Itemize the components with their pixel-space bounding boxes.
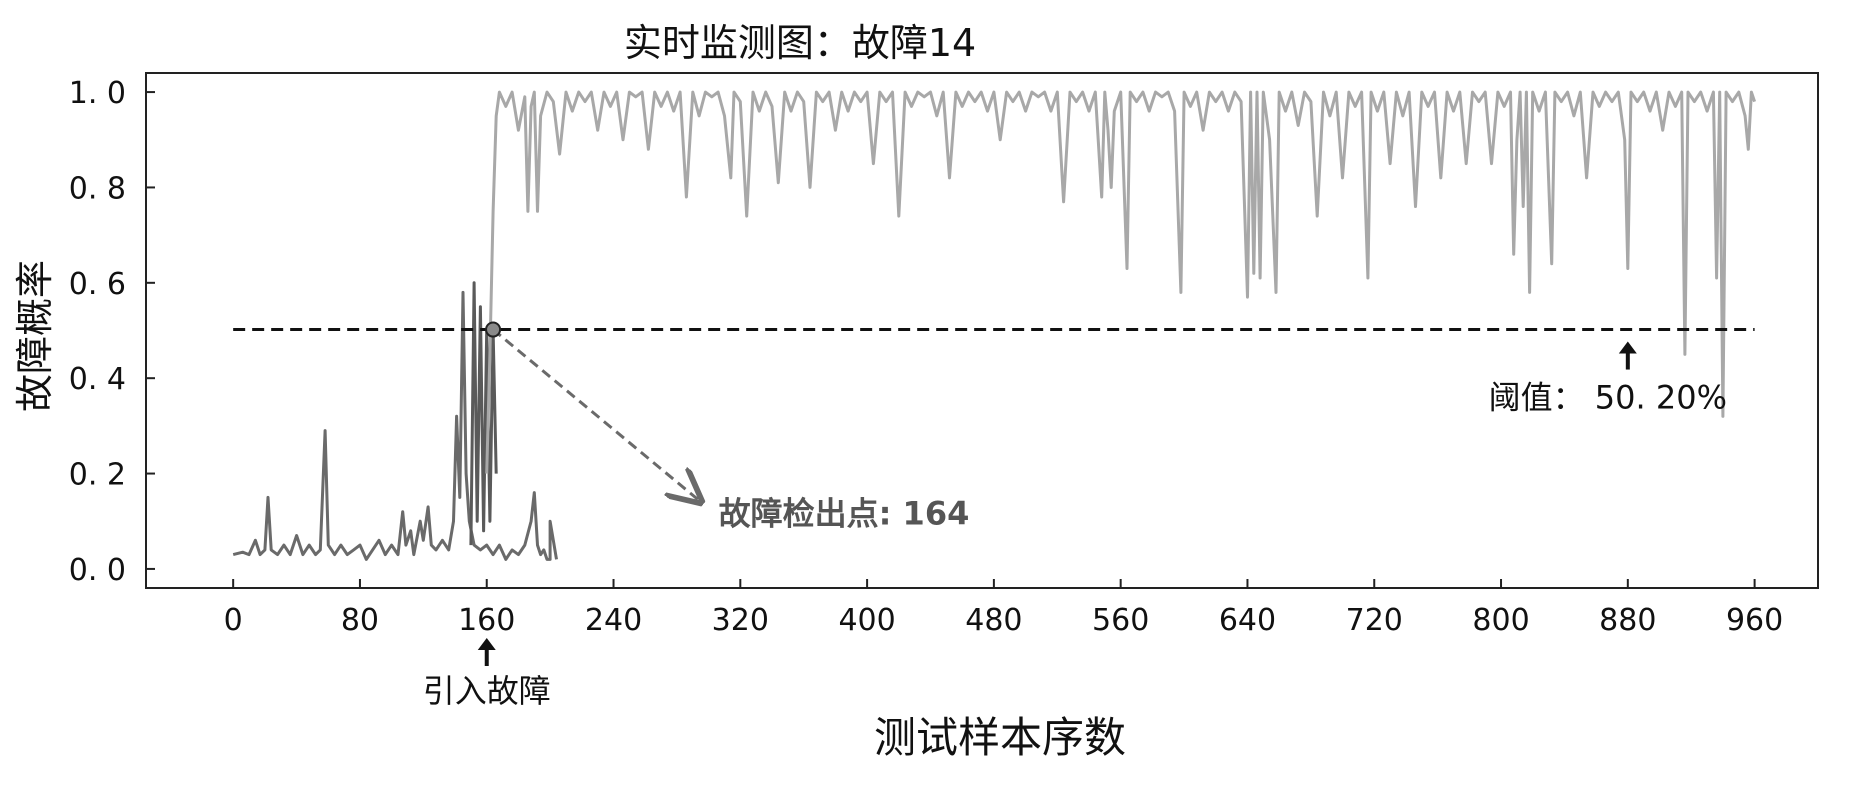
y-tick-label: 0. 8 xyxy=(69,171,126,206)
x-tick-label: 160 xyxy=(458,603,515,638)
y-axis-ticks: 0. 0 0. 2 0. 4 0. 6 0. 8 1. 0 xyxy=(69,76,155,588)
x-tick-label: 240 xyxy=(585,603,642,638)
y-tick-label: 1. 0 xyxy=(69,76,126,111)
y-tick-label: 0. 0 xyxy=(69,553,126,588)
annotation-layer: 阈值： 50. 20% 故障检出点: 164 引入故障 xyxy=(233,321,1755,710)
x-tick-label: 80 xyxy=(341,603,379,638)
y-tick-label: 0. 6 xyxy=(69,267,126,302)
x-tick-label: 640 xyxy=(1219,603,1276,638)
threshold-arrow-head xyxy=(1618,341,1637,354)
detection-arrow xyxy=(492,328,701,502)
x-axis-label: 测试样本序数 xyxy=(874,713,1126,762)
x-tick-label: 320 xyxy=(712,603,769,638)
plot-frame xyxy=(145,72,1819,589)
y-tick-label: 0. 2 xyxy=(69,458,126,493)
series-line-after-fault xyxy=(485,90,1757,474)
chart-title: 实时监测图：故障14 xyxy=(624,21,976,65)
x-tick-label: 800 xyxy=(1472,603,1529,638)
threshold-label: 阈值： 50. 20% xyxy=(1489,379,1727,417)
x-tick-label: 720 xyxy=(1346,603,1403,638)
series-line-dense-segment xyxy=(469,281,498,546)
y-axis-label: 故障概率 xyxy=(13,260,57,412)
series-layer xyxy=(232,90,1757,561)
detection-label: 故障检出点: 164 xyxy=(719,495,970,533)
fault-injection-label: 引入故障 xyxy=(423,672,551,710)
x-tick-label: 960 xyxy=(1726,603,1783,638)
x-axis-ticks: 0 80 160 240 320 400 480 560 640 720 800 880 960 xyxy=(224,579,1783,638)
detection-point-marker xyxy=(485,321,502,338)
x-tick-label: 560 xyxy=(1092,603,1149,638)
fault-injection-arrow-head xyxy=(477,638,496,650)
x-tick-label: 0 xyxy=(224,603,243,638)
series-line-before-fault xyxy=(232,290,558,561)
x-tick-label: 880 xyxy=(1599,603,1656,638)
x-tick-label: 400 xyxy=(838,603,895,638)
y-tick-label: 0. 4 xyxy=(69,362,126,397)
x-tick-label: 480 xyxy=(965,603,1022,638)
